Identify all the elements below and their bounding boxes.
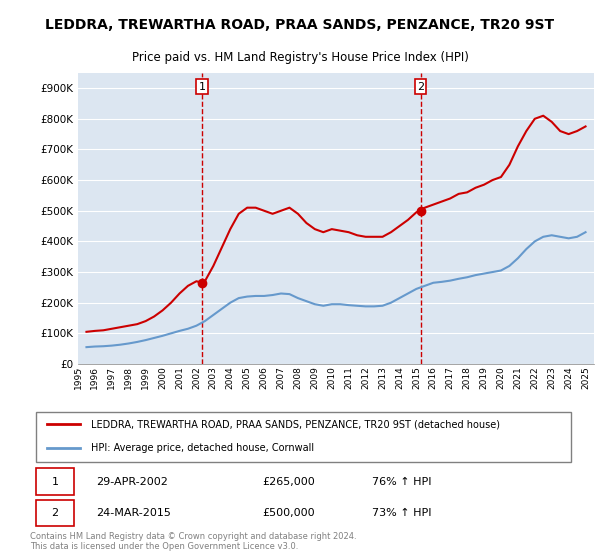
Text: 2010: 2010 (327, 366, 336, 389)
Text: 2006: 2006 (260, 366, 269, 389)
Text: 2013: 2013 (378, 366, 387, 389)
Text: 2015: 2015 (412, 366, 421, 389)
Text: 2025: 2025 (581, 366, 590, 389)
Text: 2016: 2016 (429, 366, 438, 389)
Text: 2017: 2017 (446, 366, 455, 389)
Text: 2020: 2020 (496, 366, 505, 389)
Text: 2005: 2005 (242, 366, 251, 389)
Text: 2018: 2018 (463, 366, 472, 389)
Text: 2007: 2007 (277, 366, 286, 389)
Text: 1999: 1999 (141, 366, 150, 389)
Text: 1: 1 (52, 477, 58, 487)
Text: 2004: 2004 (226, 366, 235, 389)
Text: 73% ↑ HPI: 73% ↑ HPI (372, 508, 432, 518)
Text: 2021: 2021 (514, 366, 523, 389)
Text: 2014: 2014 (395, 366, 404, 389)
Text: 2002: 2002 (192, 366, 201, 389)
Text: 2: 2 (417, 82, 424, 91)
Text: Price paid vs. HM Land Registry's House Price Index (HPI): Price paid vs. HM Land Registry's House … (131, 51, 469, 64)
Text: 2024: 2024 (564, 366, 573, 389)
Text: 24-MAR-2015: 24-MAR-2015 (96, 508, 171, 518)
Text: 2001: 2001 (175, 366, 184, 389)
Text: HPI: Average price, detached house, Cornwall: HPI: Average price, detached house, Corn… (91, 443, 314, 453)
Text: 1995: 1995 (74, 366, 83, 389)
Text: 2023: 2023 (547, 366, 556, 389)
Text: 2009: 2009 (310, 366, 319, 389)
Text: 1996: 1996 (91, 366, 100, 389)
Text: Contains HM Land Registry data © Crown copyright and database right 2024.
This d: Contains HM Land Registry data © Crown c… (30, 532, 356, 552)
Text: 2008: 2008 (293, 366, 302, 389)
Text: £500,000: £500,000 (262, 508, 314, 518)
Text: 2022: 2022 (530, 366, 539, 389)
Text: 2019: 2019 (479, 366, 488, 389)
Text: 2: 2 (51, 508, 58, 518)
Text: 1: 1 (199, 82, 206, 91)
Text: 2000: 2000 (158, 366, 167, 389)
Text: £265,000: £265,000 (262, 477, 314, 487)
Text: 1998: 1998 (124, 366, 133, 389)
Text: 2012: 2012 (361, 366, 370, 389)
FancyBboxPatch shape (35, 500, 74, 526)
Text: 76% ↑ HPI: 76% ↑ HPI (372, 477, 432, 487)
Text: LEDDRA, TREWARTHA ROAD, PRAA SANDS, PENZANCE, TR20 9ST (detached house): LEDDRA, TREWARTHA ROAD, PRAA SANDS, PENZ… (91, 419, 500, 430)
FancyBboxPatch shape (35, 468, 74, 495)
Text: LEDDRA, TREWARTHA ROAD, PRAA SANDS, PENZANCE, TR20 9ST: LEDDRA, TREWARTHA ROAD, PRAA SANDS, PENZ… (46, 18, 554, 32)
Text: 1997: 1997 (107, 366, 116, 389)
Text: 2011: 2011 (344, 366, 353, 389)
Text: 2003: 2003 (209, 366, 218, 389)
Text: 29-APR-2002: 29-APR-2002 (96, 477, 168, 487)
FancyBboxPatch shape (35, 412, 571, 462)
